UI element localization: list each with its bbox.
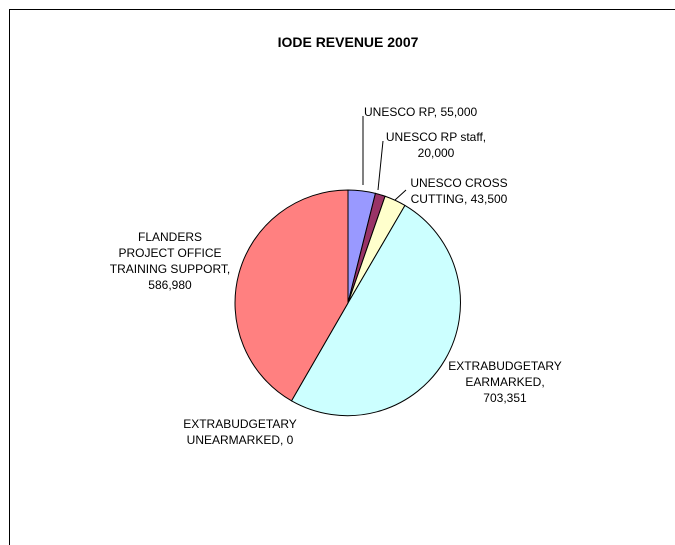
chart-area xyxy=(9,9,675,545)
slice-label-1: UNESCO RP staff, 20,000 xyxy=(386,130,486,160)
pie-slice-5 xyxy=(234,189,349,402)
slice-label-4: EXTRABUDGETARY UNEARMARKED, 0 xyxy=(183,417,297,447)
slice-label-3: EXTRABUDGETARY EARMARKED, 703,351 xyxy=(448,359,562,405)
leader-line-2 xyxy=(394,189,407,201)
chart-title: IODE REVENUE 2007 xyxy=(278,34,419,50)
leader-line-1 xyxy=(377,140,384,191)
slice-label-0: UNESCO RP, 55,000 xyxy=(364,105,477,119)
slice-label-2: UNESCO CROSS CUTTING, 43,500 xyxy=(410,176,507,206)
slice-label-5: FLANDERS PROJECT OFFICE TRAINING SUPPORT, 5… xyxy=(110,230,230,292)
pie-slice-3 xyxy=(290,204,461,417)
